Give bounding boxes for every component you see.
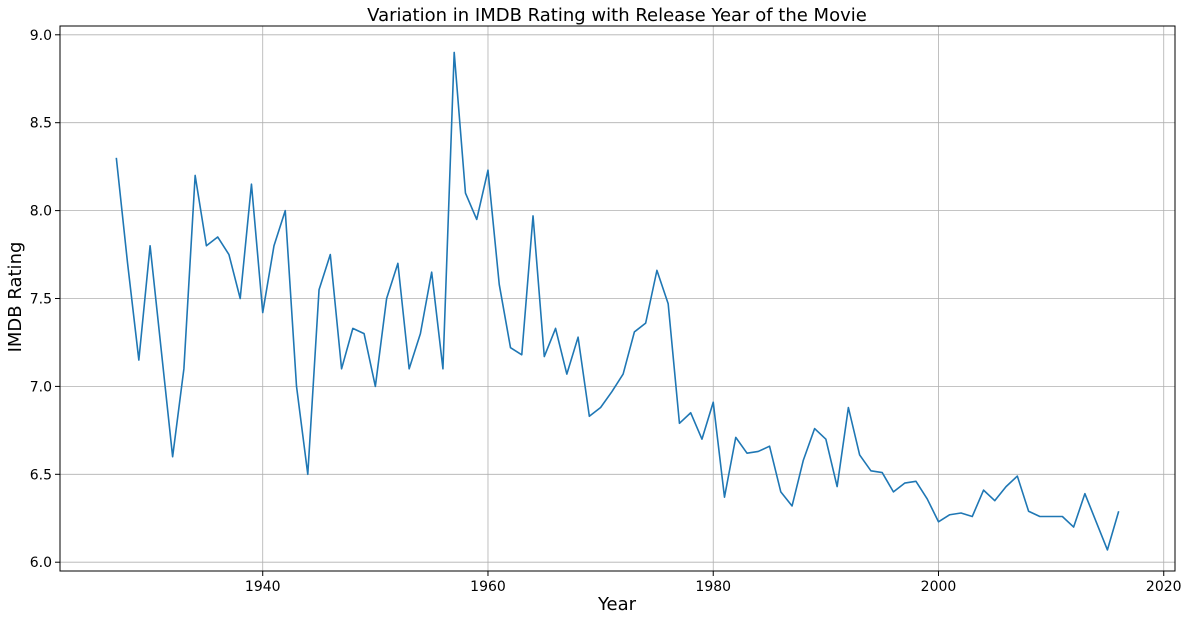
x-tick-label: 1960: [470, 579, 506, 595]
axis-ticks: 1940 1960 1980 2000 2020 6.0 6.5 7.0 7.5 8.0 8.5 9.…: [30, 28, 1182, 595]
grid: [60, 26, 1175, 571]
y-tick-label: 6.0: [30, 555, 52, 571]
rating-series-line: [115, 51, 1120, 551]
y-tick-label: 7.0: [30, 379, 52, 395]
x-tick-label: 2000: [921, 579, 957, 595]
x-tick-label: 2020: [1146, 579, 1182, 595]
y-tick-label: 8.0: [30, 204, 52, 220]
x-tick-label: 1980: [695, 579, 731, 595]
y-tick-label: 8.5: [30, 116, 52, 132]
x-tick-label: 1940: [245, 579, 281, 595]
y-tick-label: 9.0: [30, 28, 52, 44]
x-axis-label: Year: [597, 594, 637, 615]
y-axis-label: IMDB Rating: [5, 242, 26, 353]
y-tick-label: 7.5: [30, 292, 52, 308]
chart-title: Variation in IMDB Rating with Release Ye…: [367, 5, 867, 26]
y-tick-label: 6.5: [30, 467, 52, 483]
plot-area: [115, 51, 1120, 551]
